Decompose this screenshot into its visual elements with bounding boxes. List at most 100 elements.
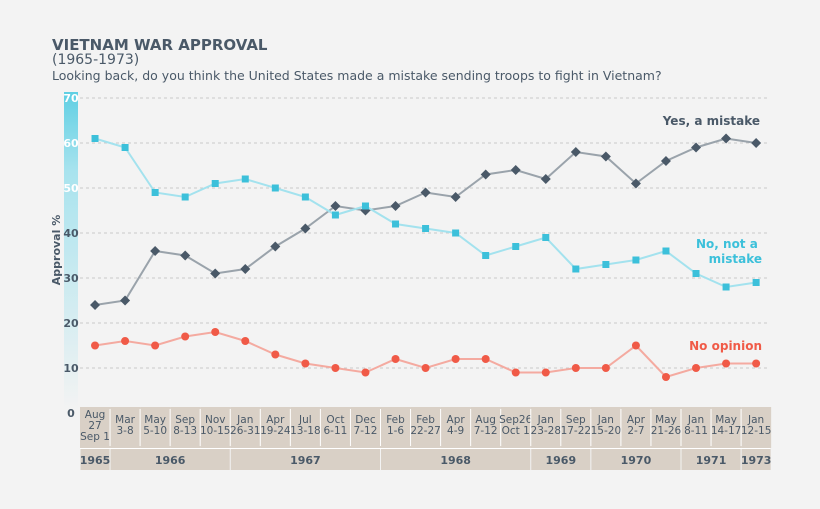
x-tick-label: Aug	[475, 414, 496, 426]
year-cell	[591, 449, 681, 470]
data-point	[91, 341, 100, 350]
survey-question: Looking back, do you think the United St…	[52, 68, 662, 83]
data-point	[210, 268, 221, 279]
data-point	[482, 252, 490, 259]
year-label: 1967	[290, 454, 321, 467]
year-cell	[110, 449, 230, 470]
data-point	[570, 147, 581, 157]
series-line	[94, 137, 757, 289]
x-tick-label: Mar	[115, 414, 135, 426]
x-category-cell	[170, 407, 201, 448]
data-point	[121, 144, 129, 151]
x-tick-label: 26-31	[230, 425, 261, 437]
data-point	[722, 359, 731, 368]
x-tick-label: Jan	[597, 414, 614, 426]
data-point	[451, 355, 460, 363]
data-point	[510, 165, 521, 175]
data-point	[181, 193, 189, 201]
data-point	[211, 180, 219, 187]
x-tick-label: 19-24	[260, 425, 291, 437]
y-tick-label: 60	[63, 137, 79, 150]
data-point	[361, 368, 370, 377]
x-tick-label: Jul	[298, 414, 312, 426]
data-point	[330, 201, 341, 211]
data-point	[450, 192, 461, 202]
x-category-cell	[620, 407, 651, 448]
year-cell	[531, 449, 591, 470]
x-tick-label: Oct 1	[502, 425, 530, 437]
data-point	[361, 202, 369, 210]
x-tick-label: Apr	[266, 414, 285, 426]
data-point	[241, 175, 249, 183]
year-label: 1966	[155, 454, 186, 467]
data-point	[150, 246, 161, 256]
x-tick-label: 15-20	[591, 425, 622, 437]
chart-subtitle: (1965-1973)	[52, 52, 140, 68]
x-tick-label: 17-22	[561, 425, 592, 437]
legend-label: No opinion	[689, 339, 762, 353]
data-point	[692, 270, 700, 277]
x-category-cell	[741, 407, 772, 448]
data-point	[392, 220, 400, 228]
data-point	[420, 187, 431, 198]
x-tick-label: 7-12	[474, 425, 498, 437]
y-tick-label: 20	[63, 317, 79, 330]
data-point	[151, 189, 159, 196]
data-point	[421, 364, 430, 372]
y-tick-label: 50	[63, 182, 79, 195]
data-point	[241, 337, 250, 345]
x-tick-label: May	[144, 414, 166, 426]
data-point	[270, 241, 281, 252]
year-label: 1970	[621, 454, 652, 467]
legend-label: Yes, a mistake	[662, 114, 760, 128]
x-category-cell	[140, 407, 171, 448]
x-tick-label: 23-28	[531, 425, 562, 437]
x-tick-label: 1-6	[387, 425, 404, 437]
data-point	[301, 193, 309, 201]
x-tick-label: 5-10	[143, 425, 167, 437]
series-line	[94, 137, 757, 306]
data-point	[480, 169, 491, 180]
data-point	[601, 364, 610, 372]
x-category-cell	[350, 407, 381, 448]
data-point	[271, 184, 279, 192]
data-point	[300, 223, 311, 234]
data-point	[422, 225, 430, 232]
x-tick-label: Feb	[416, 414, 435, 426]
data-point	[632, 256, 640, 264]
x-tick-label: Apr	[627, 414, 646, 426]
x-category-cell	[530, 407, 561, 448]
x-category-cell	[711, 407, 742, 448]
chart-title: VIETNAM WAR APPROVAL	[52, 36, 268, 54]
data-point	[390, 201, 401, 211]
year-cell	[230, 449, 380, 470]
x-category-cell	[681, 407, 712, 448]
y-tick-label: 70	[63, 92, 79, 105]
year-label: 1965	[80, 454, 111, 467]
data-point	[631, 341, 640, 350]
x-category-cell	[320, 407, 351, 448]
x-tick-label: 13-18	[290, 425, 321, 437]
x-category-cell	[290, 407, 321, 448]
x-tick-label: 27	[88, 420, 101, 432]
data-point	[331, 211, 339, 219]
x-category-cell	[440, 407, 471, 448]
x-tick-label: 8-11	[684, 425, 708, 437]
data-point	[512, 243, 520, 250]
x-tick-label: Jan	[236, 414, 253, 426]
data-point	[660, 156, 671, 166]
x-tick-label: Oct	[326, 414, 344, 426]
x-tick-label: 2-7	[627, 425, 644, 437]
x-category-cell	[560, 407, 591, 448]
data-point	[91, 135, 99, 142]
year-label: 1971	[696, 454, 727, 467]
x-tick-label: Feb	[386, 414, 405, 426]
x-tick-label: 8-13	[173, 425, 197, 437]
x-category-cell	[230, 407, 261, 448]
x-tick-label: Apr	[447, 414, 466, 426]
data-point	[151, 341, 160, 350]
x-tick-label: May	[715, 414, 737, 426]
y-tick-label: 0	[67, 407, 75, 420]
data-point	[752, 279, 760, 286]
